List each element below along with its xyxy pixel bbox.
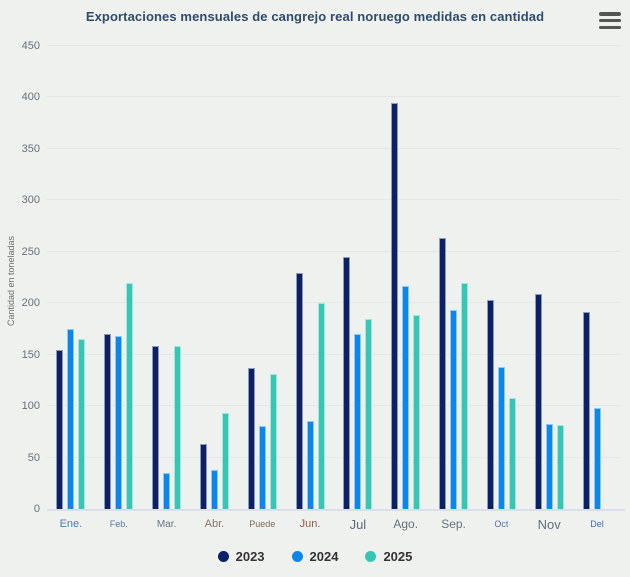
gridline xyxy=(47,353,621,355)
y-axis-tick-label: 150 xyxy=(21,348,40,361)
bar-group xyxy=(190,46,238,509)
legend-label: 2025 xyxy=(383,549,413,564)
x-axis-tick-labels: Ene. Feb. Mar. Abr. Puede Jun. Jul Ago. Sep. Oct N… xyxy=(47,513,621,535)
bar-group xyxy=(525,46,573,509)
bar-2023-feb[interactable] xyxy=(104,334,112,509)
plot-area xyxy=(47,45,625,511)
y-axis-tick-labels: 0 50 100 150 200 250 300 350 400 450 xyxy=(0,40,40,515)
x-axis-label-ago: Ago. xyxy=(393,517,419,531)
x-axis-label-mar: Mar. xyxy=(156,518,177,530)
bar-2024-jul[interactable] xyxy=(354,334,362,509)
bar-2024-nov[interactable] xyxy=(545,423,553,509)
bar-group xyxy=(477,46,525,509)
gridline xyxy=(47,199,621,201)
legend-marker-icon xyxy=(217,551,229,562)
y-axis-tick-label: 350 xyxy=(21,142,40,155)
bar-groups xyxy=(47,46,621,509)
hamburger-icon xyxy=(599,18,621,23)
bar-2023-puede[interactable] xyxy=(247,368,255,509)
legend-item-2024[interactable]: 2024 xyxy=(291,549,339,564)
bar-2025-mar[interactable] xyxy=(174,346,182,509)
chart-title: Exportaciones mensuales de cangrejo real… xyxy=(85,9,545,24)
bar-2025-jun[interactable] xyxy=(317,303,325,509)
y-axis-tick-label: 250 xyxy=(21,245,40,258)
x-axis-label-ene: Ene. xyxy=(59,518,83,530)
bar-2024-ago[interactable] xyxy=(402,285,410,509)
bar-2024-abr[interactable] xyxy=(210,469,218,509)
y-axis-tick-label: 200 xyxy=(21,297,40,310)
bar-2024-sep[interactable] xyxy=(450,310,458,509)
bar-2023-mar[interactable] xyxy=(152,346,160,509)
y-axis-tick-label: 400 xyxy=(21,91,40,104)
gridline xyxy=(47,96,621,98)
bar-2023-sep[interactable] xyxy=(439,238,447,509)
gridline xyxy=(47,405,621,407)
bar-group xyxy=(286,46,334,509)
bar-2024-mar[interactable] xyxy=(163,473,171,509)
bar-group xyxy=(143,46,191,509)
bar-2024-puede[interactable] xyxy=(258,425,266,509)
bar-2023-nov[interactable] xyxy=(534,293,542,509)
bar-2025-sep[interactable] xyxy=(461,282,469,509)
bar-2023-jul[interactable] xyxy=(343,256,351,509)
bar-2024-feb[interactable] xyxy=(115,336,123,509)
x-axis-label-jun: Jun. xyxy=(299,518,321,530)
bar-2025-abr[interactable] xyxy=(221,413,229,509)
x-axis-label-abr: Abr. xyxy=(204,518,225,530)
y-axis-tick-label: 50 xyxy=(27,451,40,464)
x-axis-label-jul: Jul xyxy=(349,516,367,532)
x-axis-label-puede: Puede xyxy=(249,519,276,529)
bar-group xyxy=(47,46,95,509)
bar-2023-jun[interactable] xyxy=(295,273,303,509)
bar-2024-oct[interactable] xyxy=(497,367,505,509)
legend-marker-icon xyxy=(365,551,377,562)
y-axis-tick-label: 300 xyxy=(21,194,40,207)
bar-2024-del[interactable] xyxy=(593,408,601,509)
legend-marker-icon xyxy=(291,551,303,562)
gridline xyxy=(47,456,621,458)
bar-group xyxy=(430,46,478,509)
x-axis-label-nov: Nov xyxy=(537,516,561,532)
bar-group xyxy=(334,46,382,509)
gridline xyxy=(47,250,621,252)
x-axis-label-del: Del xyxy=(590,519,604,529)
bar-2025-ene[interactable] xyxy=(78,339,86,509)
bar-2025-puede[interactable] xyxy=(269,374,277,509)
y-axis-tick-label: 450 xyxy=(21,40,40,52)
bar-2024-jun[interactable] xyxy=(306,420,314,509)
gridline xyxy=(47,45,621,46)
x-axis-label-sep: Sep. xyxy=(441,517,466,531)
gridline xyxy=(47,302,621,304)
bar-group xyxy=(382,46,430,509)
legend-item-2023[interactable]: 2023 xyxy=(217,549,265,564)
context-menu-button[interactable] xyxy=(599,12,621,29)
y-axis-tick-label: 100 xyxy=(21,400,40,413)
legend-item-2025[interactable]: 2025 xyxy=(365,549,412,564)
bar-2025-oct[interactable] xyxy=(508,397,516,509)
bar-group xyxy=(238,46,286,509)
bar-2023-ene[interactable] xyxy=(56,349,64,509)
bar-2024-ene[interactable] xyxy=(67,328,75,509)
bar-2025-nov[interactable] xyxy=(556,424,564,509)
y-axis-tick-label: 0 xyxy=(33,503,40,515)
hamburger-icon xyxy=(599,25,621,29)
bar-group xyxy=(573,46,621,509)
hamburger-icon xyxy=(599,12,621,16)
bar-2025-ago[interactable] xyxy=(413,314,421,509)
x-axis-line xyxy=(47,509,625,511)
bar-2023-abr[interactable] xyxy=(199,444,207,509)
x-axis-label-feb: Feb. xyxy=(109,519,128,529)
bar-2023-ago[interactable] xyxy=(391,102,399,509)
bar-2023-del[interactable] xyxy=(582,312,590,509)
legend: 2023 2024 2025 xyxy=(0,549,630,564)
bar-2025-jul[interactable] xyxy=(365,318,373,509)
legend-label: 2023 xyxy=(235,549,265,564)
bar-group xyxy=(95,46,143,509)
gridline xyxy=(47,147,621,149)
legend-label: 2024 xyxy=(309,549,339,564)
bar-2023-oct[interactable] xyxy=(486,300,494,509)
x-axis-label-oct: Oct xyxy=(494,519,509,529)
bar-2025-feb[interactable] xyxy=(126,282,134,509)
